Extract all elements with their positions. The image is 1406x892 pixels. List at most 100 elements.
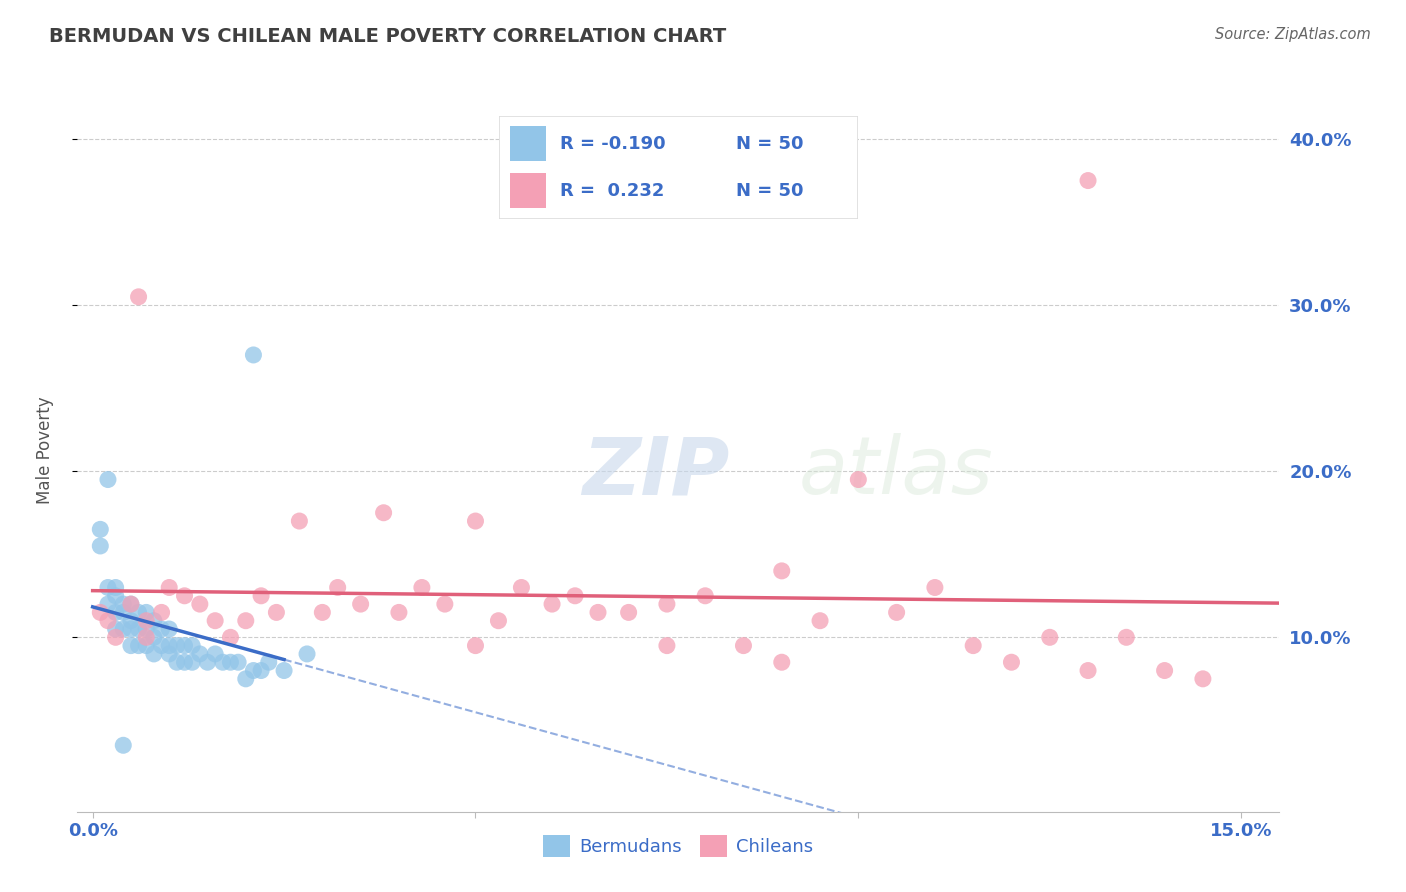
Point <box>1153 664 1175 678</box>
Point <box>97 473 120 487</box>
Point <box>219 630 242 644</box>
Point <box>226 655 249 669</box>
Point <box>128 622 150 636</box>
Legend: Bermudans, Chileans: Bermudans, Chileans <box>536 828 821 864</box>
Point <box>104 630 127 644</box>
Point <box>510 581 533 595</box>
Point <box>97 597 120 611</box>
Point <box>770 655 793 669</box>
Point <box>104 622 127 636</box>
Point <box>120 597 142 611</box>
Point <box>150 622 173 636</box>
Point <box>181 639 204 653</box>
Point <box>135 606 157 620</box>
Y-axis label: Male Poverty: Male Poverty <box>35 397 53 504</box>
Point <box>104 589 127 603</box>
Point <box>617 606 640 620</box>
Point <box>150 639 173 653</box>
Point <box>128 290 150 304</box>
Point <box>104 606 127 620</box>
Point <box>541 597 564 611</box>
Point <box>886 606 908 620</box>
Point <box>564 589 586 603</box>
Point <box>104 581 127 595</box>
Point <box>157 581 180 595</box>
Text: R = -0.190: R = -0.190 <box>560 135 665 153</box>
Text: N = 50: N = 50 <box>735 135 803 153</box>
Point <box>188 597 211 611</box>
Point <box>695 589 717 603</box>
Point <box>120 597 142 611</box>
Point <box>150 606 173 620</box>
Point <box>488 614 510 628</box>
Point <box>97 581 120 595</box>
Point <box>157 647 180 661</box>
Point <box>89 522 111 536</box>
Point <box>655 639 678 653</box>
Point <box>142 630 165 644</box>
Point <box>173 589 195 603</box>
Point <box>112 739 135 753</box>
Point <box>242 348 264 362</box>
Point <box>89 539 111 553</box>
Point <box>1077 664 1099 678</box>
Point <box>242 664 264 678</box>
Point <box>373 506 395 520</box>
Point <box>197 655 219 669</box>
Point <box>120 614 142 628</box>
Point <box>464 639 486 653</box>
Point <box>173 639 195 653</box>
Text: atlas: atlas <box>799 434 994 511</box>
Point <box>235 614 257 628</box>
Point <box>733 639 755 653</box>
Point <box>1039 630 1062 644</box>
Point <box>157 622 180 636</box>
Text: N = 50: N = 50 <box>735 182 803 200</box>
Point <box>135 622 157 636</box>
Point <box>235 672 257 686</box>
Text: BERMUDAN VS CHILEAN MALE POVERTY CORRELATION CHART: BERMUDAN VS CHILEAN MALE POVERTY CORRELA… <box>49 27 727 45</box>
Point <box>128 606 150 620</box>
Point <box>1000 655 1022 669</box>
Point <box>1115 630 1137 644</box>
Point <box>166 655 188 669</box>
Text: R =  0.232: R = 0.232 <box>560 182 665 200</box>
Point <box>142 614 165 628</box>
Point <box>586 606 609 620</box>
Point <box>250 664 273 678</box>
Point <box>128 639 150 653</box>
Point <box>1077 173 1099 187</box>
Point <box>112 597 135 611</box>
Point <box>962 639 984 653</box>
Point <box>188 647 211 661</box>
Point <box>135 639 157 653</box>
FancyBboxPatch shape <box>510 173 546 208</box>
Point <box>770 564 793 578</box>
Point <box>204 647 226 661</box>
Text: Source: ZipAtlas.com: Source: ZipAtlas.com <box>1215 27 1371 42</box>
Point <box>266 606 288 620</box>
Point <box>142 647 165 661</box>
Point <box>433 597 456 611</box>
Point <box>273 664 295 678</box>
Point <box>219 655 242 669</box>
FancyBboxPatch shape <box>499 116 858 219</box>
Point <box>181 655 204 669</box>
Point <box>204 614 226 628</box>
Point <box>157 639 180 653</box>
Point <box>846 473 869 487</box>
Point <box>135 630 157 644</box>
Point <box>288 514 311 528</box>
FancyBboxPatch shape <box>510 127 546 161</box>
Point <box>349 597 371 611</box>
Text: ZIP: ZIP <box>582 434 730 511</box>
Point <box>97 614 120 628</box>
Point <box>388 606 411 620</box>
Point <box>924 581 946 595</box>
Point <box>120 639 142 653</box>
Point <box>135 614 157 628</box>
Point <box>250 589 273 603</box>
Point <box>211 655 233 669</box>
Point <box>655 597 678 611</box>
Point <box>311 606 333 620</box>
